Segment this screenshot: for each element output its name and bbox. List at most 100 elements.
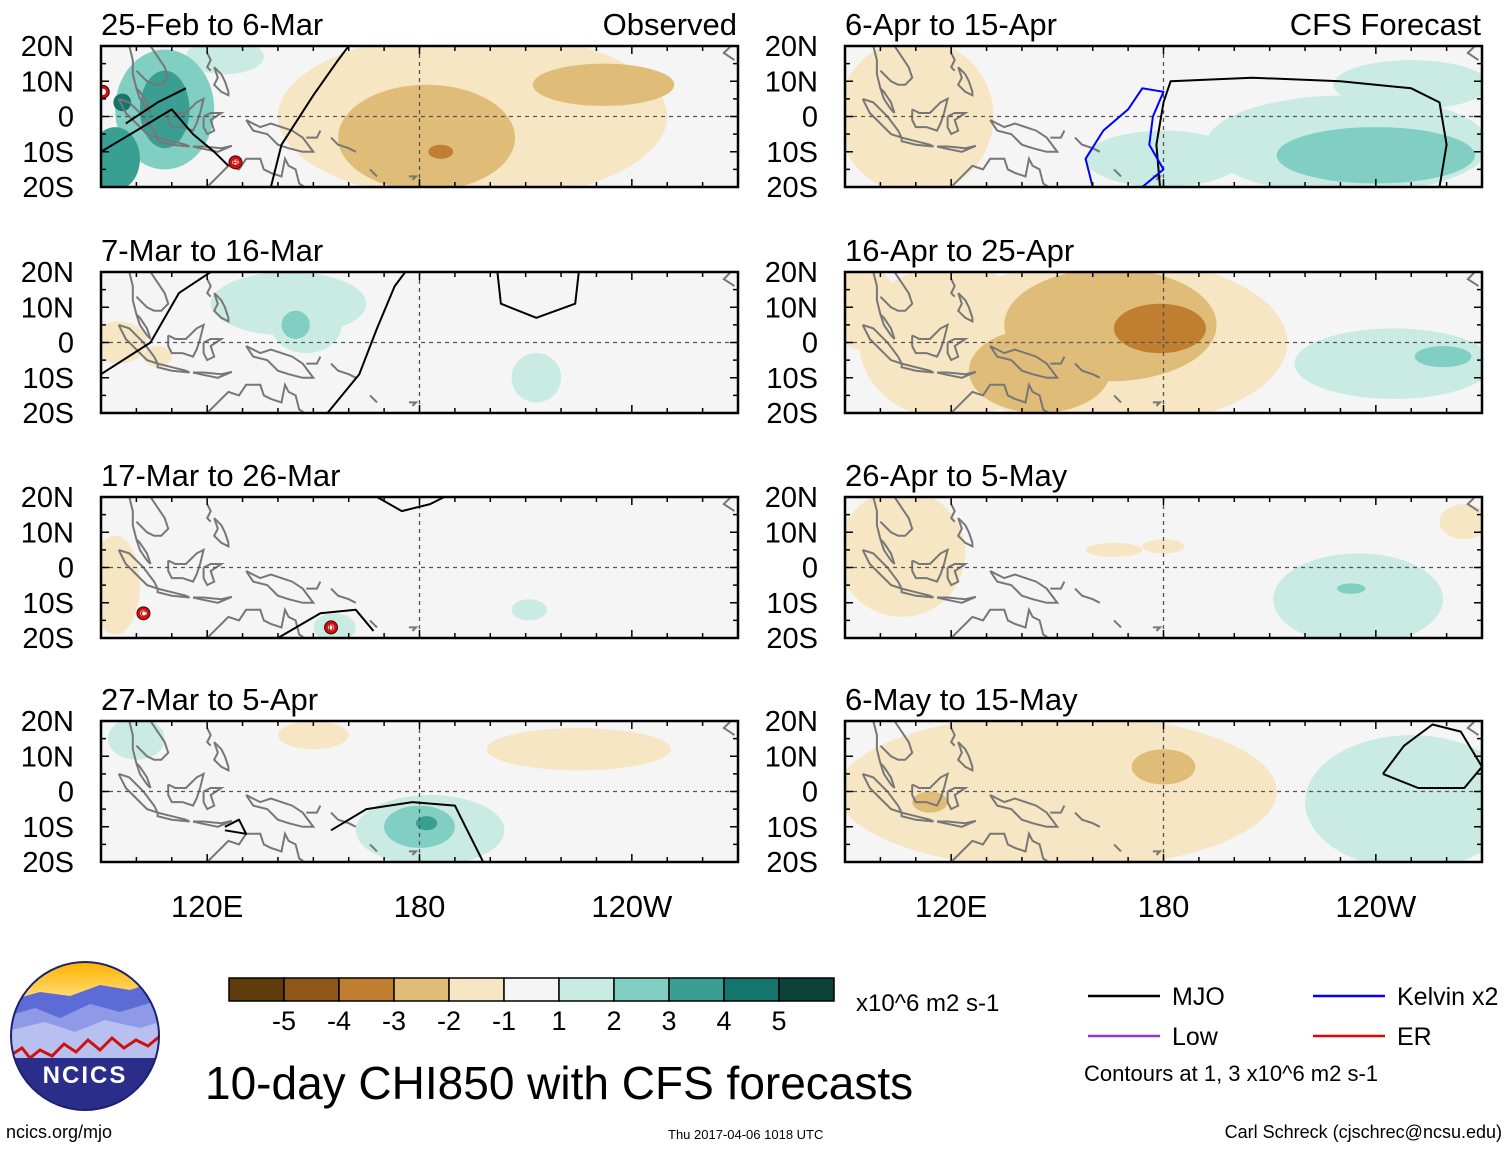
lat-tick-label: 20S xyxy=(22,623,74,655)
colorbar-tick-label: -2 xyxy=(437,1006,461,1036)
lat-tick-label: 20N xyxy=(21,257,74,289)
legend-label: ER xyxy=(1397,1023,1432,1051)
lat-tick-label: 0 xyxy=(802,553,818,585)
positive-anomaly-region xyxy=(511,353,562,403)
coastline xyxy=(1113,168,1122,178)
coastline xyxy=(330,136,357,153)
coastline xyxy=(205,727,212,747)
coastline xyxy=(212,517,230,549)
positive-anomaly-region xyxy=(1414,346,1472,368)
coastline xyxy=(205,52,212,72)
cyclone-eye xyxy=(140,610,147,617)
tropical-cyclone-marker xyxy=(101,84,110,99)
coastline xyxy=(947,830,1051,862)
coastline xyxy=(245,794,316,828)
coastline xyxy=(1074,811,1101,828)
coastline xyxy=(722,497,736,512)
negative-anomaly-region xyxy=(532,63,675,106)
coastline xyxy=(956,517,974,549)
positive-anomaly-region xyxy=(113,93,132,112)
lat-tick-label: 20N xyxy=(765,257,818,289)
coastline xyxy=(369,394,378,404)
cyclone-label: B xyxy=(233,158,239,167)
coastline xyxy=(1113,843,1122,853)
coastline xyxy=(306,581,322,590)
colorbar-tick-label: -3 xyxy=(382,1006,406,1036)
coastline xyxy=(956,66,974,97)
wave-contour-kelvin-x2 xyxy=(1084,87,1165,187)
tropical-cyclone-marker: B xyxy=(228,155,243,170)
contour-note: Contours at 1, 3 x10^6 m2 s-1 xyxy=(1084,1061,1379,1086)
cyclone-eye xyxy=(327,624,335,631)
coastline xyxy=(135,272,170,312)
colorbar-swatch xyxy=(723,977,780,1002)
coastline xyxy=(167,97,206,132)
negative-anomaly-region xyxy=(1439,504,1482,540)
negative-anomaly-region xyxy=(968,328,1111,413)
coastline xyxy=(1074,587,1101,604)
negative-anomaly-region xyxy=(1113,303,1206,354)
lat-tick-label: 0 xyxy=(802,328,818,360)
lat-tick-label: 10N xyxy=(765,66,818,98)
coastline xyxy=(135,538,152,565)
negative-anomaly-region xyxy=(1085,542,1143,557)
negative-anomaly-region xyxy=(912,791,948,813)
coastline xyxy=(946,338,969,362)
negative-anomaly-region xyxy=(277,721,349,750)
colorbar-swatch xyxy=(778,977,835,1002)
positive-anomaly-region xyxy=(101,127,140,187)
footer-url[interactable]: ncics.org/mjo xyxy=(6,1122,113,1142)
lat-tick-label: 10S xyxy=(766,812,818,844)
coastline xyxy=(1050,130,1066,139)
colorbar-units: x10^6 m2 s-1 xyxy=(856,990,1000,1017)
coastline xyxy=(879,497,914,537)
positive-anomaly-region xyxy=(108,721,165,760)
colorbar-swatch xyxy=(338,977,395,1002)
coastline xyxy=(203,155,307,187)
coastline xyxy=(135,497,170,537)
colorbar-swatch xyxy=(613,977,670,1002)
logo-text: NCICS xyxy=(43,1062,128,1089)
lat-tick-label: 0 xyxy=(58,553,74,585)
coastline xyxy=(1050,805,1066,814)
coastline xyxy=(202,563,225,587)
wave-contour-mjo xyxy=(1382,723,1482,789)
lat-tick-label: 20N xyxy=(765,31,818,63)
lat-tick-label: 10S xyxy=(766,137,818,169)
lat-tick-label: 10S xyxy=(22,812,74,844)
coastline xyxy=(167,548,206,583)
wave-contour-mjo xyxy=(125,87,187,125)
coastline xyxy=(156,811,190,823)
footer-author: Carl Schreck (cjschrec@ncsu.edu) xyxy=(1224,1122,1502,1142)
coastline xyxy=(879,313,896,340)
coastline xyxy=(946,787,969,811)
colorbar-tick-label: 4 xyxy=(716,1006,731,1036)
panel-content xyxy=(845,46,1482,187)
coastline xyxy=(956,292,974,324)
coastline xyxy=(135,46,170,86)
panel-title-1-0: 6-Apr to 15-Apr xyxy=(845,7,1057,42)
panel-title-1-1: 16-Apr to 25-Apr xyxy=(845,233,1075,268)
coastline xyxy=(135,313,152,340)
lon-tick-label: 120W xyxy=(591,889,673,924)
panel-title-0-2: 17-Mar to 26-Mar xyxy=(101,458,341,493)
coastline xyxy=(946,563,969,587)
logo-red-line xyxy=(11,1034,159,1061)
coastline xyxy=(936,819,977,828)
lat-tick-label: 0 xyxy=(58,777,74,809)
coastline xyxy=(202,112,225,136)
lat-tick-label: 10S xyxy=(766,588,818,620)
positive-anomaly-region xyxy=(281,310,310,339)
colorbar-swatch xyxy=(668,977,725,1002)
wave-contour-mjo xyxy=(326,272,407,413)
coastline xyxy=(722,272,736,287)
panel-background xyxy=(101,497,738,638)
colorbar-tick-label: 2 xyxy=(606,1006,621,1036)
coastline xyxy=(212,292,230,324)
lat-tick-label: 20S xyxy=(22,398,74,430)
coastline xyxy=(306,130,322,139)
